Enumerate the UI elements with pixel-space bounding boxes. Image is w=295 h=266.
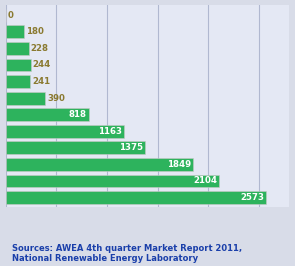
Text: 0: 0 [8,11,14,20]
Text: 390: 390 [47,94,65,103]
Bar [6,92,45,105]
Bar [6,174,219,188]
Bar [6,75,30,88]
Text: 228: 228 [31,44,49,53]
Text: 241: 241 [32,77,50,86]
Bar [6,158,193,171]
Bar [6,42,29,55]
Bar [6,25,24,38]
Bar [6,108,88,121]
Text: 180: 180 [26,27,44,36]
Bar [6,125,124,138]
Bar [6,141,145,154]
Text: Sources: AWEA 4th quarter Market Report 2011,
National Renewable Energy Laborato: Sources: AWEA 4th quarter Market Report … [12,244,242,263]
Text: 1163: 1163 [98,127,122,136]
Text: 2104: 2104 [193,176,217,185]
Text: 1375: 1375 [119,143,143,152]
Text: 818: 818 [69,110,87,119]
Text: 244: 244 [32,60,51,69]
Bar [6,59,31,72]
Bar [6,191,266,204]
Text: 2573: 2573 [240,193,264,202]
Text: 1849: 1849 [167,160,191,169]
